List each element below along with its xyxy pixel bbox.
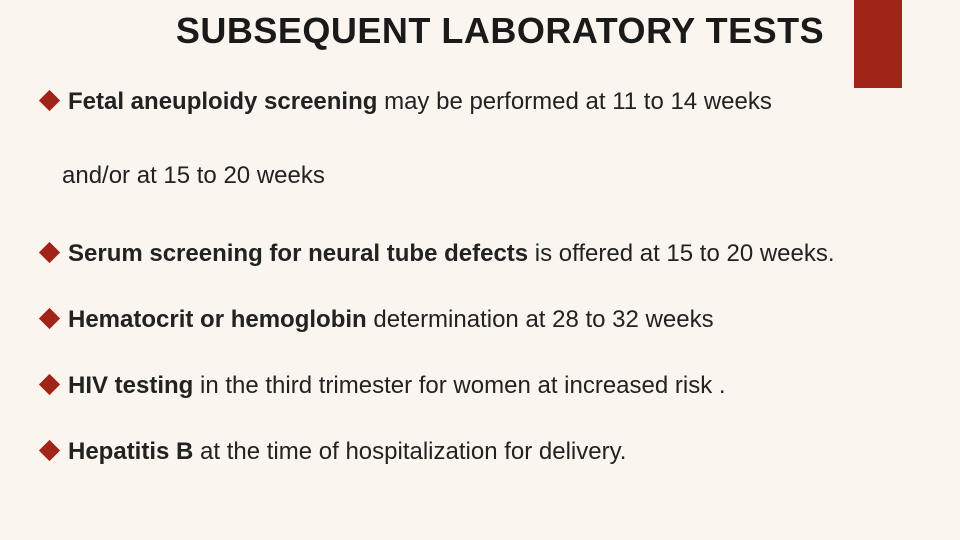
bullet-bold: Hepatitis B bbox=[68, 438, 200, 465]
bullet-list: Fetal aneuploidy screening may be perfor… bbox=[40, 84, 920, 470]
list-item: HIV testing in the third trimester for w… bbox=[42, 368, 920, 404]
accent-box bbox=[854, 0, 902, 88]
list-item: Serum screening for neural tube defects … bbox=[42, 236, 920, 272]
bullet-rest: in the third trimester for women at incr… bbox=[193, 372, 725, 399]
slide-title: SUBSEQUENT LABORATORY TESTS bbox=[80, 10, 920, 52]
list-item: Hematocrit or hemoglobin determination a… bbox=[42, 302, 920, 338]
bullet-icon bbox=[39, 440, 60, 461]
bullet-bold: Serum screening for neural tube defects bbox=[68, 240, 528, 267]
list-item: Fetal aneuploidy screening may be perfor… bbox=[42, 84, 920, 194]
bullet-icon bbox=[39, 242, 60, 263]
slide-content: SUBSEQUENT LABORATORY TESTS Fetal aneupl… bbox=[0, 0, 960, 470]
bullet-bold: HIV testing bbox=[68, 372, 193, 399]
bullet-rest: determination at 28 to 32 weeks bbox=[367, 306, 714, 333]
bullet-rest: is offered at 15 to 20 weeks. bbox=[528, 240, 834, 267]
bullet-rest: at the time of hospitalization for deliv… bbox=[200, 438, 626, 465]
bullet-bold: Fetal aneuploidy screening bbox=[68, 88, 377, 115]
bullet-continuation: and/or at 15 to 20 weeks bbox=[62, 158, 920, 194]
bullet-bold: Hematocrit or hemoglobin bbox=[68, 306, 367, 333]
bullet-icon bbox=[39, 374, 60, 395]
bullet-icon bbox=[39, 90, 60, 111]
bullet-icon bbox=[39, 308, 60, 329]
bullet-rest: may be performed at 11 to 14 weeks bbox=[377, 88, 771, 115]
list-item: Hepatitis B at the time of hospitalizati… bbox=[42, 434, 920, 470]
